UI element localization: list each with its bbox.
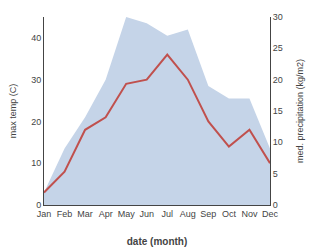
svg-text:Dec: Dec [262,209,279,219]
svg-text:10: 10 [273,137,283,147]
svg-text:40: 40 [31,33,41,43]
svg-text:max temp (C): max temp (C) [8,84,18,139]
svg-text:Aug: Aug [180,209,196,219]
svg-text:Nov: Nov [241,209,258,219]
svg-text:25: 25 [273,43,283,53]
svg-text:Jan: Jan [37,209,52,219]
svg-text:0: 0 [273,200,278,210]
svg-text:15: 15 [273,106,283,116]
svg-text:20: 20 [31,117,41,127]
svg-text:Feb: Feb [57,209,73,219]
svg-text:Jul: Jul [162,209,174,219]
svg-text:Mar: Mar [77,209,93,219]
svg-text:Apr: Apr [99,209,113,219]
svg-text:30: 30 [31,75,41,85]
svg-text:May: May [118,209,136,219]
svg-text:5: 5 [273,169,278,179]
svg-text:date (month): date (month) [127,236,188,247]
svg-text:Oct: Oct [222,209,237,219]
svg-text:10: 10 [31,158,41,168]
svg-text:30: 30 [273,12,283,22]
svg-text:0: 0 [36,200,41,210]
svg-text:20: 20 [273,75,283,85]
svg-text:Jun: Jun [139,209,154,219]
svg-text:Sep: Sep [200,209,216,219]
svg-text:med. precipitation (kg/m2): med. precipitation (kg/m2) [295,59,305,163]
